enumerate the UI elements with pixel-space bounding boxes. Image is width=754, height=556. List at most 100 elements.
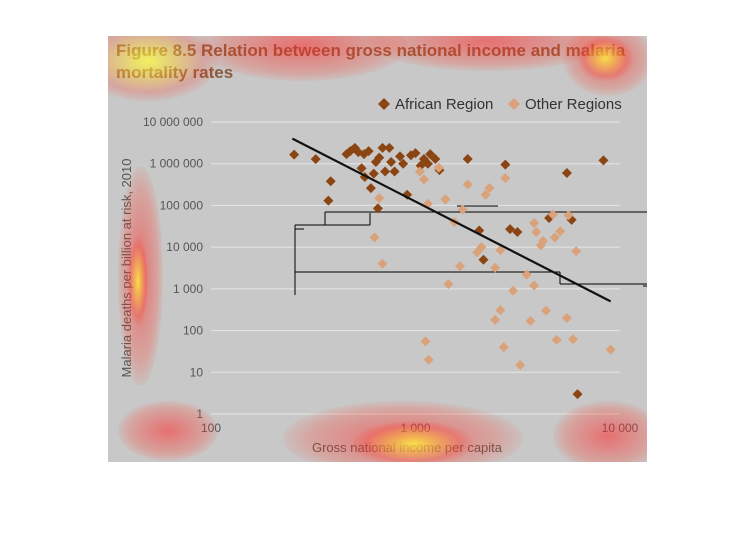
other-regions-point — [490, 314, 501, 325]
other-regions-point — [563, 210, 574, 221]
y-tick-label: 1 000 000 — [150, 157, 204, 171]
other-regions-point — [420, 336, 431, 347]
african-region-point — [368, 168, 379, 179]
african-region-point — [325, 176, 336, 187]
african-region-point — [374, 152, 385, 163]
y-axis-label: Malaria deaths per billion at risk, 2010 — [119, 159, 134, 378]
african-region-point — [365, 183, 376, 194]
other-regions-point — [418, 174, 429, 185]
legend: African Region Other Regions — [378, 96, 622, 113]
other-regions-point — [541, 305, 552, 316]
other-regions-point — [443, 279, 454, 290]
african-region-point — [398, 158, 409, 169]
trend-line — [291, 137, 612, 303]
other-regions-point — [521, 269, 532, 280]
other-regions-point — [423, 354, 434, 365]
african-region-point — [505, 224, 516, 235]
other-regions-point — [605, 344, 616, 355]
legend-marker-african-region — [378, 98, 390, 110]
african-region-point — [323, 195, 334, 206]
other-regions-point — [374, 193, 385, 204]
other-regions-point — [529, 217, 540, 228]
african-region-point — [422, 158, 433, 169]
other-regions-point — [498, 342, 509, 353]
x-axis-label: Gross national income per capita — [312, 440, 503, 455]
other-regions-point — [369, 232, 380, 243]
other-regions-point — [490, 262, 501, 273]
other-regions-point — [433, 162, 444, 173]
african-region-point — [310, 154, 321, 165]
other-regions-point — [480, 189, 491, 200]
other-regions-point — [555, 226, 566, 237]
x-tick-label: 10 000 — [602, 421, 639, 435]
other-regions-point — [529, 280, 540, 291]
african-region-point — [370, 156, 381, 167]
other-regions-point — [535, 240, 546, 251]
african-region-point — [478, 254, 489, 265]
african-region-point — [377, 142, 388, 153]
african-region-point — [380, 166, 391, 177]
other-regions-point — [476, 242, 487, 253]
african-region-point — [410, 148, 421, 159]
other-regions-point — [547, 209, 558, 220]
other-regions-point — [531, 227, 542, 238]
legend-label-african-region: African Region — [395, 96, 493, 113]
african-region-point — [395, 151, 406, 162]
y-tick-label: 10 000 000 — [143, 115, 203, 129]
y-tick-label: 1 000 — [173, 282, 203, 296]
y-tick-label: 100 000 — [160, 198, 204, 212]
other-regions-point — [484, 183, 495, 194]
y-tick-label: 10 — [190, 365, 204, 379]
other-regions-point — [457, 204, 468, 215]
chart-panel: 1 10 100 1 000 10 000 100 000 1 000 000 10 000 … — [108, 36, 647, 462]
other-regions-point — [525, 315, 536, 326]
african-region-point — [462, 153, 473, 164]
other-regions-point — [414, 166, 425, 177]
other-regions-point — [454, 261, 465, 272]
points-layer — [289, 142, 616, 400]
african-region-point — [356, 163, 367, 174]
other-regions-point — [537, 236, 548, 247]
x-tick-label: 100 — [201, 421, 221, 435]
overlay-lines — [294, 205, 647, 295]
y-tick-label: 1 — [196, 407, 203, 421]
scatter-chart: 1 10 100 1 000 10 000 100 000 1 000 000 10 000 … — [116, 41, 647, 455]
grid-layer — [211, 121, 620, 415]
legend-label-other-regions: Other Regions — [525, 96, 622, 113]
other-regions-point — [462, 179, 473, 190]
other-regions-point — [500, 173, 511, 184]
y-tick-label: 100 — [183, 324, 203, 338]
african-region-point — [512, 227, 523, 238]
african-region-point — [386, 156, 397, 167]
other-regions-point — [440, 194, 451, 205]
african-region-point — [500, 159, 511, 170]
other-regions-point — [495, 305, 506, 316]
african-region-point — [389, 166, 400, 177]
african-region-point — [598, 155, 609, 166]
african-region-point — [372, 203, 383, 214]
other-regions-point — [568, 334, 579, 345]
other-regions-point — [549, 232, 560, 243]
chart-title-line-1: Figure 8.5 Relation between gross nation… — [116, 41, 626, 60]
other-regions-point — [508, 285, 519, 296]
african-region-point — [572, 389, 583, 400]
african-region-point — [561, 167, 572, 178]
african-region-point — [289, 149, 300, 160]
other-regions-point — [561, 313, 572, 324]
x-tick-label: 1 000 — [400, 421, 430, 435]
other-regions-point — [495, 245, 506, 256]
y-tick-label: 10 000 — [166, 240, 203, 254]
african-region-point — [430, 153, 441, 164]
other-regions-point — [515, 359, 526, 370]
other-regions-point — [377, 258, 388, 269]
african-region-point — [341, 149, 352, 160]
trend-layer — [291, 137, 612, 303]
african-region-point — [345, 146, 356, 157]
african-region-point — [402, 189, 413, 200]
other-regions-point — [551, 334, 562, 345]
other-regions-point — [571, 246, 582, 257]
chart-title: Figure 8.5 Relation between gross nation… — [116, 41, 630, 82]
african-region-point — [415, 160, 426, 171]
chart-title-line-2: mortality rates — [116, 63, 233, 82]
african-region-point — [384, 142, 395, 153]
